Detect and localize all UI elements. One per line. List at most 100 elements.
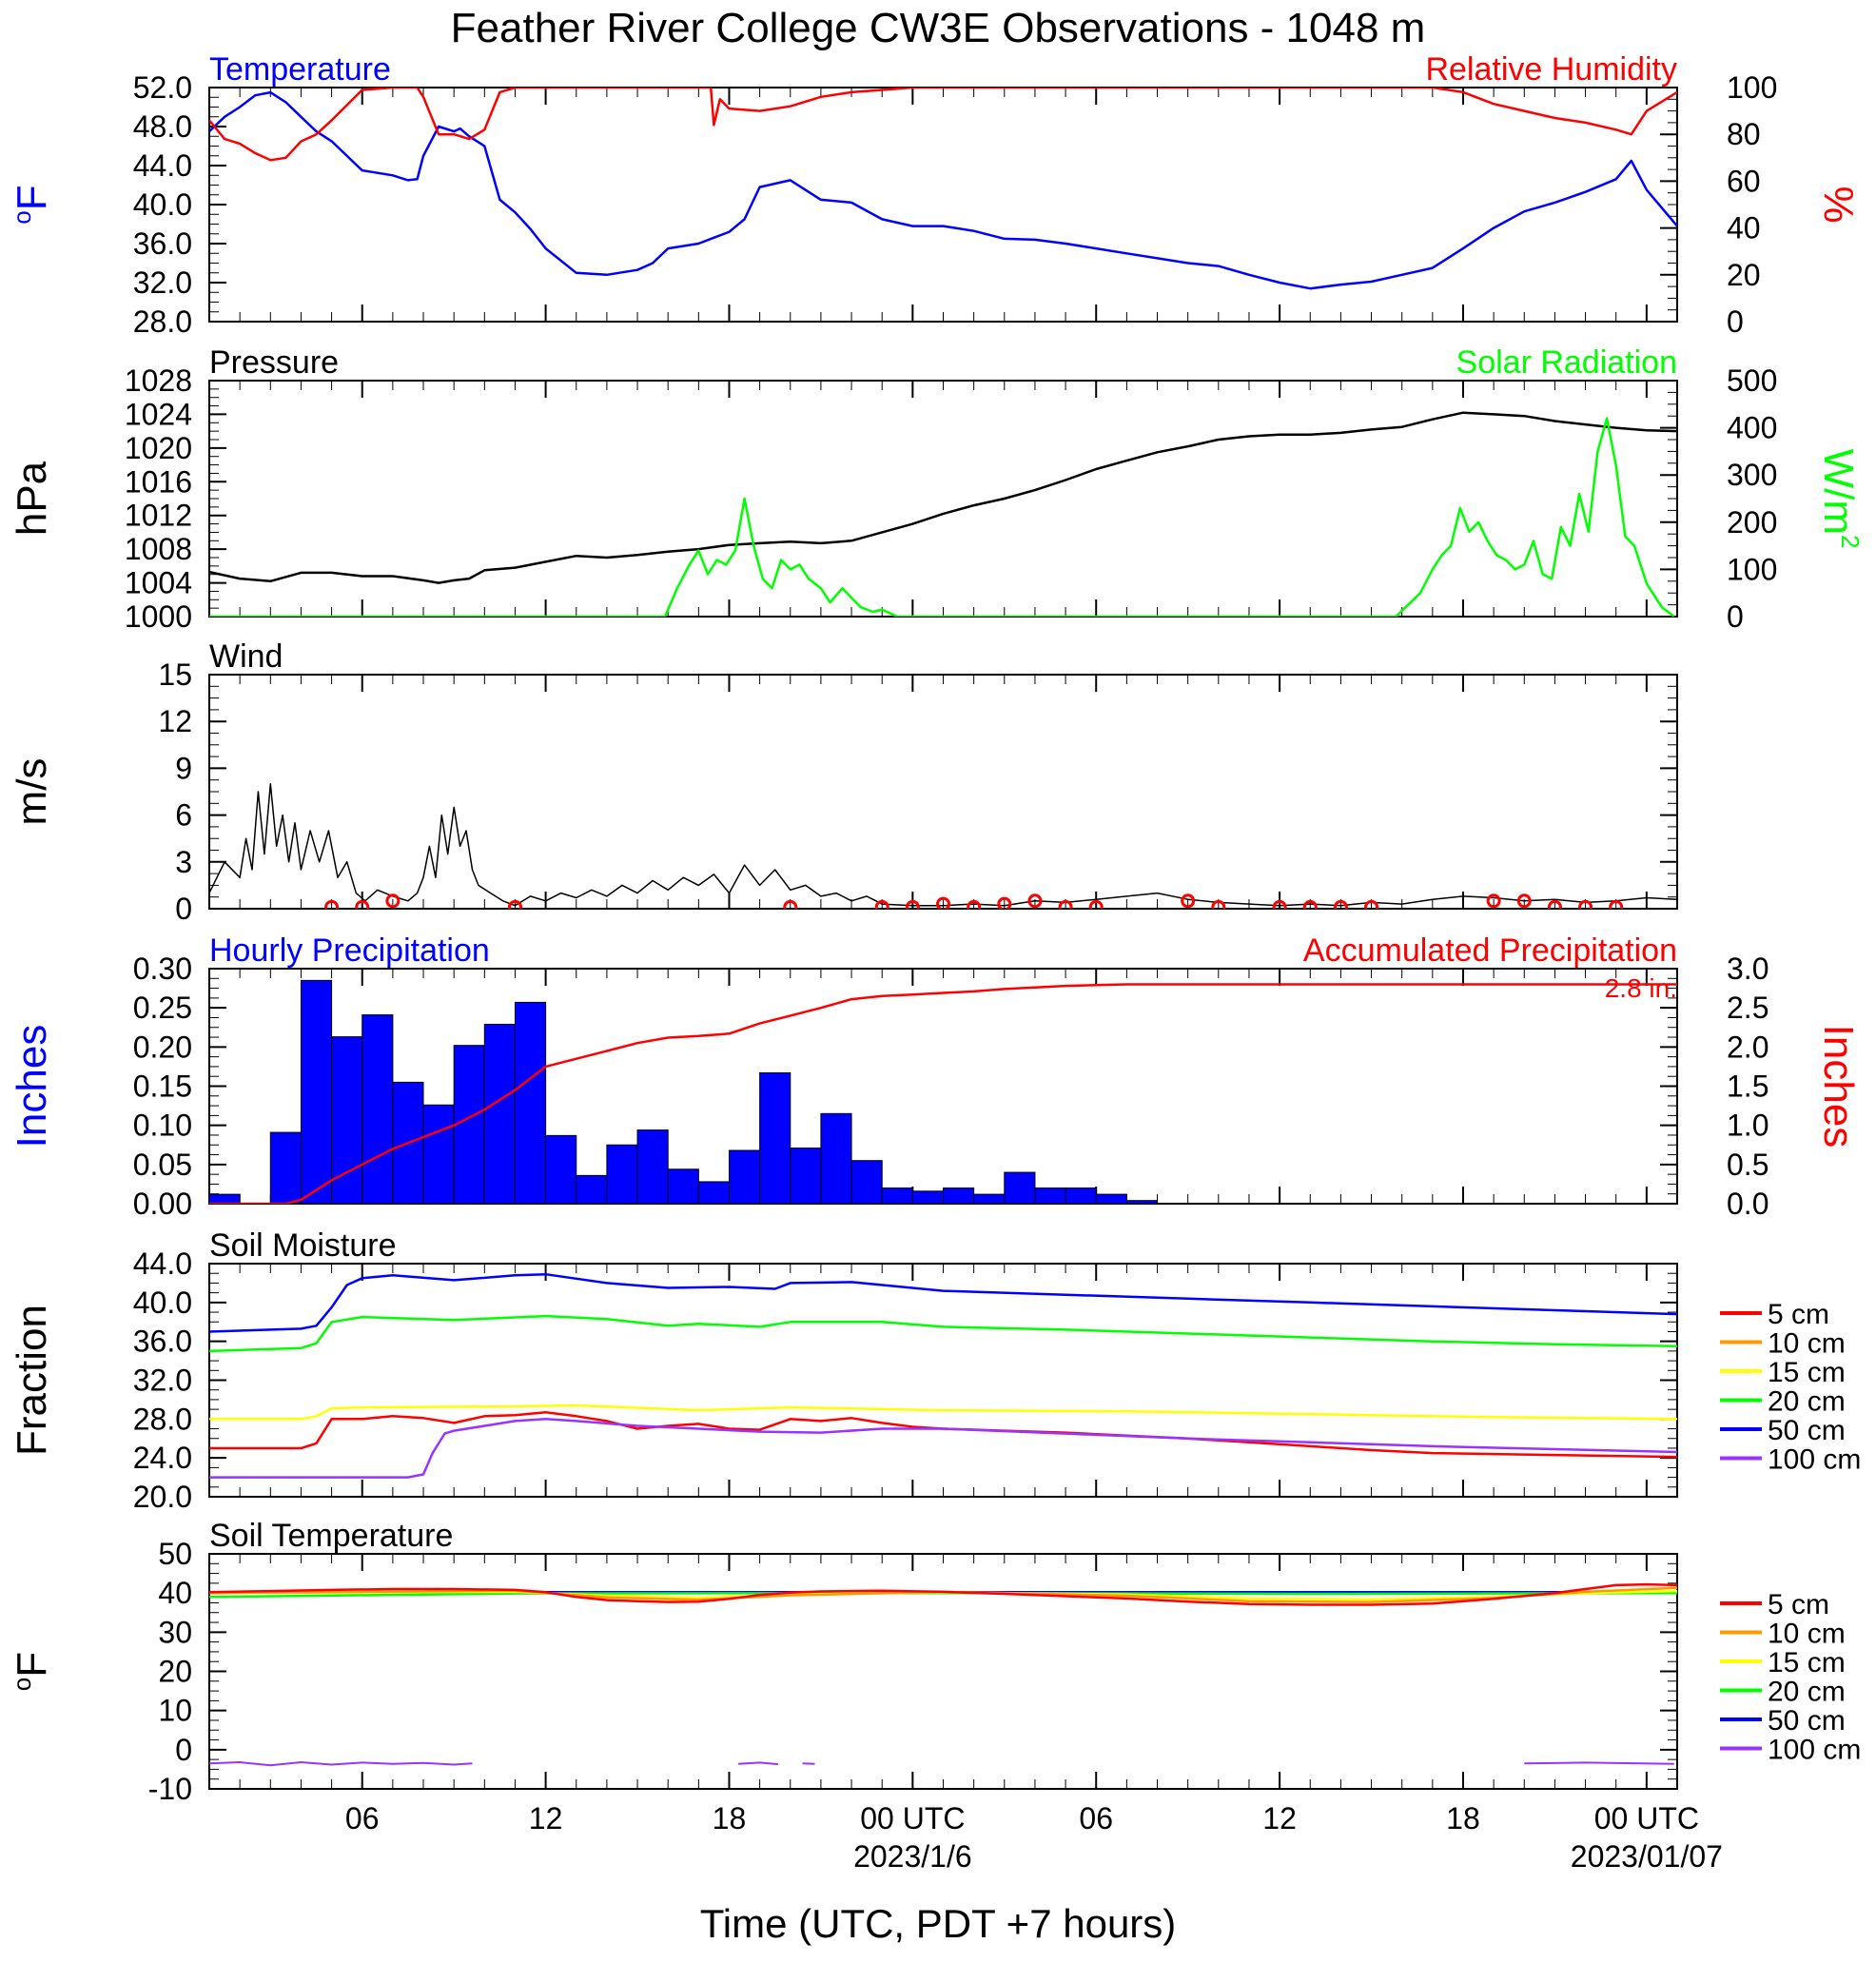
y-tick-label: 32.0 [133,1364,192,1398]
panel-title-right: Relative Humidity [1425,51,1677,88]
precip-bar [422,1104,455,1204]
y-tick-label: 44.0 [133,148,192,183]
y-tick-label: 48.0 [133,109,192,144]
x-tick-label: 12 [1262,1801,1297,1835]
legend-label: 15 cm [1768,1357,1846,1388]
wind-calm-marker [905,899,920,909]
precip-bar [545,1134,577,1204]
precip-bar [1034,1188,1066,1204]
data-layer [209,88,1677,290]
legend-label: 20 cm [1768,1677,1846,1708]
wind-calm-marker [385,893,401,909]
precip-bar [300,979,333,1204]
wind-calm-marker [355,899,370,909]
legend-label: 5 cm [1768,1299,1829,1330]
precip-bar [576,1174,608,1204]
x-tick-label: 06 [1079,1801,1113,1835]
wind-calm-marker [1211,899,1226,909]
legend-label: 10 cm [1768,1328,1846,1360]
precip-bar [790,1148,822,1204]
series-line-20-cm [209,1591,1677,1599]
precip-bar [362,1014,394,1204]
y-tick-label: -10 [148,1772,192,1806]
wind-calm-marker [1578,899,1593,909]
series-line-5-cm [209,1582,1677,1606]
y-tick-label: 1004 [125,566,192,600]
y-tick-label: 1000 [125,599,192,634]
series-line-100-cm [802,1762,815,1765]
panel-title-left: Temperature [209,51,391,88]
y-tick-label: 44.0 [133,1247,192,1281]
y-axis-label-unit: W/m [1815,449,1862,535]
y-tick-label: 0.10 [133,1109,192,1143]
data-layer [209,1272,1677,1479]
y-tick-label: 1024 [125,397,192,431]
y-tick-label: 1008 [125,532,192,566]
y-right-tick-label: 0.0 [1727,1187,1769,1221]
y-tick-label: 1016 [125,464,192,499]
y-tick-label: 0 [175,892,192,926]
legend-label: 50 cm [1768,1705,1846,1737]
legend-label: 100 cm [1768,1444,1861,1476]
y-tick-label: 15 [158,658,192,692]
wind-calm-marker [1302,899,1318,909]
y-axis-label-degree: o [8,210,36,224]
series-line-100-cm [1524,1761,1674,1765]
data-layer [209,1582,1677,1767]
y-right-tick-label: 1.5 [1727,1070,1769,1104]
wind-calm-marker [874,899,889,909]
precip-bar [728,1149,761,1204]
y-right-tick-label: 0 [1727,599,1744,634]
wind-calm-marker [1027,893,1043,909]
precip-bar [973,1193,1006,1204]
wind-calm-marker [1486,893,1501,909]
y-tick-label: 9 [175,751,192,785]
y-right-tick-label: 3.0 [1727,952,1769,986]
wind-calm-marker [1058,899,1073,909]
wind-calm-marker [1333,899,1348,909]
y-right-tick-label: 40 [1727,211,1761,245]
series-line-wind [209,783,1677,907]
series-line-15-cm [209,1404,1677,1421]
precip-bar [850,1160,883,1204]
wind-calm-marker [1547,899,1562,909]
x-tick-date-label: 2023/01/07 [1571,1839,1723,1874]
panel-title-left: Hourly Precipitation [209,932,490,969]
y-axis-label-left: Inches [9,1025,55,1148]
y-axis-label-left: hPa [9,461,55,536]
precip-bar [820,1112,852,1204]
y-axis-label-exponent: 2 [1836,535,1865,548]
y-tick-label: 1012 [125,499,192,533]
y-axis-label-left: oF [8,185,55,224]
wind-calm-marker [1609,899,1624,909]
y-right-tick-label: 20 [1727,258,1761,292]
legend-label: 20 cm [1768,1386,1846,1418]
y-axis-label-right: Inches [1815,1025,1862,1148]
precip-bar [943,1188,975,1204]
plot-frame [208,674,1678,910]
legend-label: 5 cm [1768,1589,1829,1620]
precip-bar [514,1001,547,1204]
y-tick-label: 10 [158,1694,192,1728]
wind-calm-marker [1516,893,1532,909]
wind-calm-marker [1272,899,1287,909]
panel-title-right: Solar Radiation [1456,344,1677,381]
wind-calm-marker [1364,899,1379,909]
series-line-5-cm [209,1410,1677,1459]
y-tick-label: 24.0 [133,1441,192,1475]
series-line-pressure [209,411,1677,584]
panel-title-left: Soil Moisture [209,1227,397,1264]
y-axis-label-left: Fraction [9,1305,55,1456]
series-line-100-cm [738,1761,778,1766]
panel-wind: 0 3 6 9 12 15 Wind m/s [9,638,1678,926]
precip-bar [667,1168,699,1204]
y-tick-label: 40 [158,1576,192,1610]
wind-calm-marker [997,896,1012,909]
y-tick-label: 36.0 [133,1325,192,1359]
y-right-tick-label: 500 [1727,363,1777,398]
precip-bar [697,1181,730,1204]
